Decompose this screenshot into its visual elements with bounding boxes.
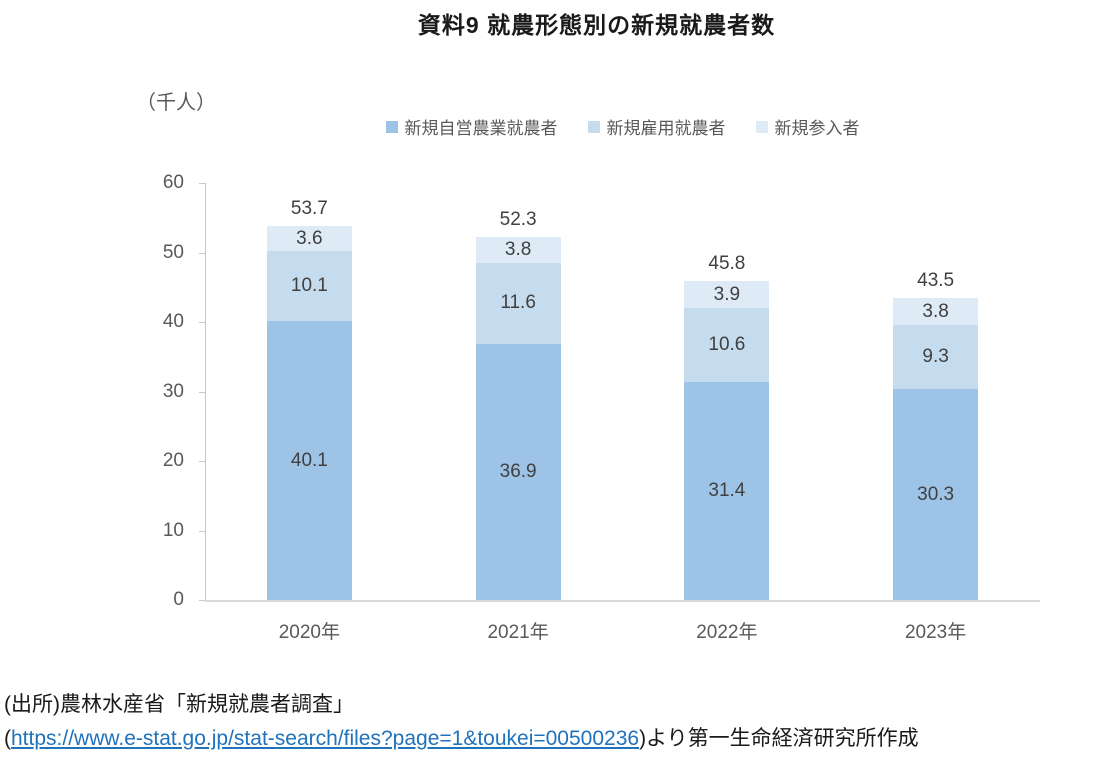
total-label: 43.5 bbox=[917, 270, 955, 292]
data-label: 31.4 bbox=[708, 479, 746, 501]
data-label: 9.3 bbox=[922, 346, 949, 368]
chart-legend: 新規自営農業就農者 新規雇用就農者 新規参入者 bbox=[205, 114, 1040, 139]
bar-segment-新規参入者-2020年 bbox=[266, 226, 352, 252]
bar-segment-新規雇用就農者-2021年 bbox=[475, 262, 561, 344]
bar-segment-新規自営農業就農者-2023年 bbox=[893, 389, 979, 600]
y-tick-mark bbox=[199, 461, 205, 462]
x-tick-label-2023年: 2023年 bbox=[904, 622, 967, 643]
source-line-1: (出所)農林水産省「新規就農者調査」 bbox=[4, 693, 354, 716]
x-tick-label-2022年: 2022年 bbox=[696, 622, 758, 643]
y-tick-mark bbox=[199, 391, 205, 393]
data-label: 10.6 bbox=[708, 333, 746, 355]
legend-item-1: 新規雇用就農者 bbox=[587, 114, 726, 139]
source-line-2-open-paren: ( bbox=[4, 727, 11, 751]
x-tick-label-2020年: 2020年 bbox=[278, 622, 341, 643]
bar-segment-新規雇用就農者-2020年 bbox=[266, 251, 352, 322]
bar-segment-新規参入者-2023年 bbox=[893, 298, 979, 325]
total-label: 53.7 bbox=[290, 198, 328, 220]
y-tick-mark bbox=[199, 252, 205, 254]
y-tick-mark bbox=[199, 183, 205, 184]
y-tick-label: 30 bbox=[162, 380, 184, 402]
data-label: 11.6 bbox=[500, 292, 536, 314]
data-label: 3.8 bbox=[922, 300, 949, 322]
legend-item-2: 新規参入者 bbox=[755, 114, 860, 139]
source-line-2: (https://www.e-stat.go.jp/stat-search/fi… bbox=[4, 722, 919, 756]
y-tick-label: 60 bbox=[162, 172, 184, 193]
bar-segment-新規雇用就農者-2023年 bbox=[893, 324, 979, 390]
x-tick-label-2021年: 2021年 bbox=[487, 622, 549, 643]
y-tick-label: 50 bbox=[162, 241, 184, 263]
y-tick-mark bbox=[199, 600, 205, 601]
bar-segment-新規自営農業就農者-2021年 bbox=[475, 343, 561, 600]
legend-label: 新規自営農業就農者 bbox=[404, 119, 558, 138]
y-axis-unit-label: （千人） bbox=[136, 92, 216, 114]
y-tick-label: 40 bbox=[162, 311, 184, 332]
bar-segment-新規雇用就農者-2022年 bbox=[684, 308, 770, 382]
legend-marker-icon bbox=[755, 120, 768, 133]
source-text: (出所)農林水産省「新規就農者調査」 (https://www.e-stat.g… bbox=[4, 688, 919, 756]
y-tick-label: 0 bbox=[173, 589, 184, 610]
legend-marker-icon bbox=[385, 120, 398, 133]
data-label: 3.9 bbox=[713, 283, 741, 305]
y-tick-label: 10 bbox=[162, 519, 184, 541]
data-label: 10.1 bbox=[290, 275, 328, 297]
x-axis-line bbox=[205, 600, 1040, 602]
data-label: 3.6 bbox=[296, 227, 323, 249]
data-label: 36.9 bbox=[499, 460, 537, 482]
chart-title: 資料9 就農形態別の新規就農者数 bbox=[417, 12, 776, 38]
legend-item-0: 新規自営農業就農者 bbox=[385, 114, 558, 139]
legend-label: 新規雇用就農者 bbox=[606, 119, 726, 138]
bar-segment-新規参入者-2021年 bbox=[475, 236, 561, 263]
total-label: 45.8 bbox=[708, 252, 746, 274]
source-link[interactable]: https://www.e-stat.go.jp/stat-search/fil… bbox=[11, 727, 640, 751]
data-label: 3.8 bbox=[504, 238, 532, 260]
total-label: 52.3 bbox=[499, 208, 537, 230]
legend-marker-icon bbox=[587, 120, 600, 133]
bar-segment-新規自営農業就農者-2022年 bbox=[684, 381, 770, 600]
legend-label: 新規参入者 bbox=[774, 119, 860, 138]
source-line-2-suffix: )より第一生命経済研究所作成 bbox=[639, 727, 919, 751]
bar-segment-新規参入者-2022年 bbox=[684, 280, 770, 309]
data-label: 40.1 bbox=[290, 449, 328, 471]
bar-segment-新規自営農業就農者-2020年 bbox=[266, 321, 352, 600]
y-axis-line bbox=[205, 183, 206, 600]
data-label: 30.3 bbox=[917, 483, 955, 505]
y-tick-label: 20 bbox=[162, 450, 184, 471]
y-tick-mark bbox=[199, 322, 205, 323]
y-tick-mark bbox=[199, 530, 205, 532]
